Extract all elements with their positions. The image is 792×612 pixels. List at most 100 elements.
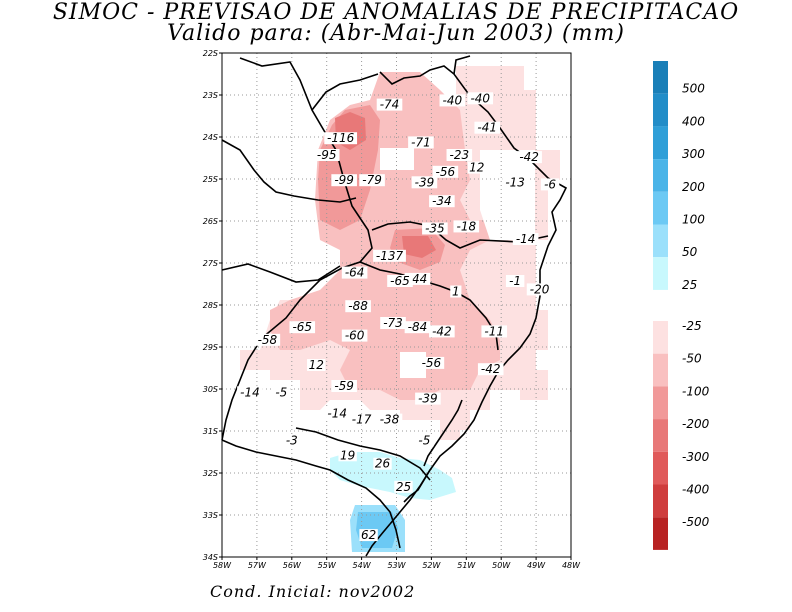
anomaly-label-bg [467,161,486,174]
colorbar-label: 25 [682,278,697,292]
colorbar-label: -50 [682,352,702,366]
anomaly-label-bg [418,356,445,369]
anomaly-value: -73 [383,316,403,330]
lon-tick-label: 58W [213,561,232,570]
anomaly-value: -5 [275,385,287,399]
anomaly-label-bg [453,220,480,233]
anomaly-label-bg [411,176,438,189]
anomaly-label-bg [373,249,406,262]
lon-tick-label: 48W [562,561,581,570]
anomaly-value: -14 [240,385,260,399]
lat-tick-label: 33S [203,511,218,520]
lon-tick-label: 57W [248,561,267,570]
anomaly-value: -84 [408,320,428,334]
anomaly-value: -39 [415,175,435,189]
colorbar-label: -300 [682,450,710,464]
map-subtitle: Valido para: (Abr-Mai-Jun 2003) (mm) [167,21,625,46]
anomaly-value: -65 [292,320,312,334]
anomaly-value: -14 [516,232,536,246]
anomaly-label-bg [237,386,263,399]
anomaly-value: -42 [432,324,452,338]
initial-condition-note: Cond. Inicial: nov2002 [210,582,416,601]
anomaly-value: -99 [334,173,354,187]
anomaly-value: -17 [352,413,372,427]
colorbar-segment [653,419,668,452]
lon-tick-label: 53W [387,561,406,570]
lat-tick-label: 34S [203,553,218,562]
anomaly-label-bg [376,413,403,426]
anomaly-label-bg [415,434,434,447]
lat-tick-label: 28S [203,301,218,310]
colorbar-label: 300 [682,147,705,161]
anomaly-label-bg [313,149,340,161]
anomaly-value: -5 [418,434,430,448]
anomaly-value: -60 [345,329,365,343]
border-sc-pr [371,221,549,249]
anomaly-value: -23 [450,148,470,162]
river-uruguay [295,427,431,481]
colorbar-label: -25 [682,319,702,333]
border-sp [453,55,471,75]
lat-tick-label: 29S [203,343,218,352]
anomaly-value: -74 [380,98,400,112]
anomaly-value: -95 [317,148,337,162]
anomaly-label-bg [331,380,357,392]
colorbar: 500 400 300 200 100 50 25 -25 -50 -100 -200 -300 -40… [653,61,710,550]
anomaly-label-bg [324,132,358,145]
colorbar-segment [653,321,668,354]
anomaly-label-bg [540,178,560,191]
anomaly-value: 19 [340,448,355,462]
anomaly-label-bg [282,434,301,447]
lon-tick-label: 54W [353,561,372,570]
anomaly-label-bg [331,174,357,187]
anomaly-label-bg [467,92,494,105]
anomaly-label-bg [373,457,392,470]
anomaly-label-bg [341,329,368,342]
colorbar-segment [653,159,668,192]
border-ms-pr [311,73,379,111]
colorbar-label: -100 [682,384,710,398]
anomaly-value: -79 [362,173,382,187]
lat-tick-label: 22S [203,49,218,58]
anomaly-value: -34 [432,194,452,208]
anomaly-value: -3 [286,434,298,448]
anomaly-value: -11 [484,324,504,338]
lon-tick-label: 52W [422,561,441,570]
anomaly-label-bg [380,317,406,329]
anomaly-value: -41 [477,121,497,135]
border-paraguay-brazil [221,57,373,441]
anomaly-value: 12 [309,358,324,372]
anomaly-label-bg [324,407,350,420]
lagoa-dos-patos [423,399,463,467]
shade-hole-3 [480,150,535,240]
anomaly-value: -137 [376,249,404,263]
anomaly-label-bg [359,529,378,542]
lon-tick-label: 56W [283,561,302,570]
anomaly-label-bg [429,325,455,338]
anomaly-value: -64 [345,266,365,280]
lat-tick-label: 31S [203,427,218,436]
anomaly-value: 26 [375,457,391,471]
anomaly-label-bg [404,321,431,334]
colorbar-segment [653,484,668,518]
colorbar-segment [653,224,668,258]
lat-tick-label: 25S [203,175,218,184]
anomaly-label-bg [516,151,542,164]
anomaly-label-bg [526,283,553,296]
anomaly-value: -40 [443,93,463,107]
anomaly-label-bg [272,386,291,399]
anomaly-value: -14 [327,406,347,420]
lon-tick-label: 49W [527,561,546,570]
anomaly-label-bg [415,392,441,405]
colorbar-segment [653,61,668,94]
anomaly-value: 25 [396,480,411,494]
anomaly-value: -65 [390,274,410,288]
anomaly-label-bg [307,359,326,371]
anomaly-label-bg [394,480,413,493]
anomaly-value: -35 [425,222,445,236]
colorbar-label: 500 [682,82,705,96]
border-argentina-west [221,263,341,283]
colorbar-label: 200 [682,180,705,194]
anomaly-labels: -74 -40 -40 -41 -116 -71 -95 -23 -42 12 -56 -99 -79 -… [237,91,560,542]
